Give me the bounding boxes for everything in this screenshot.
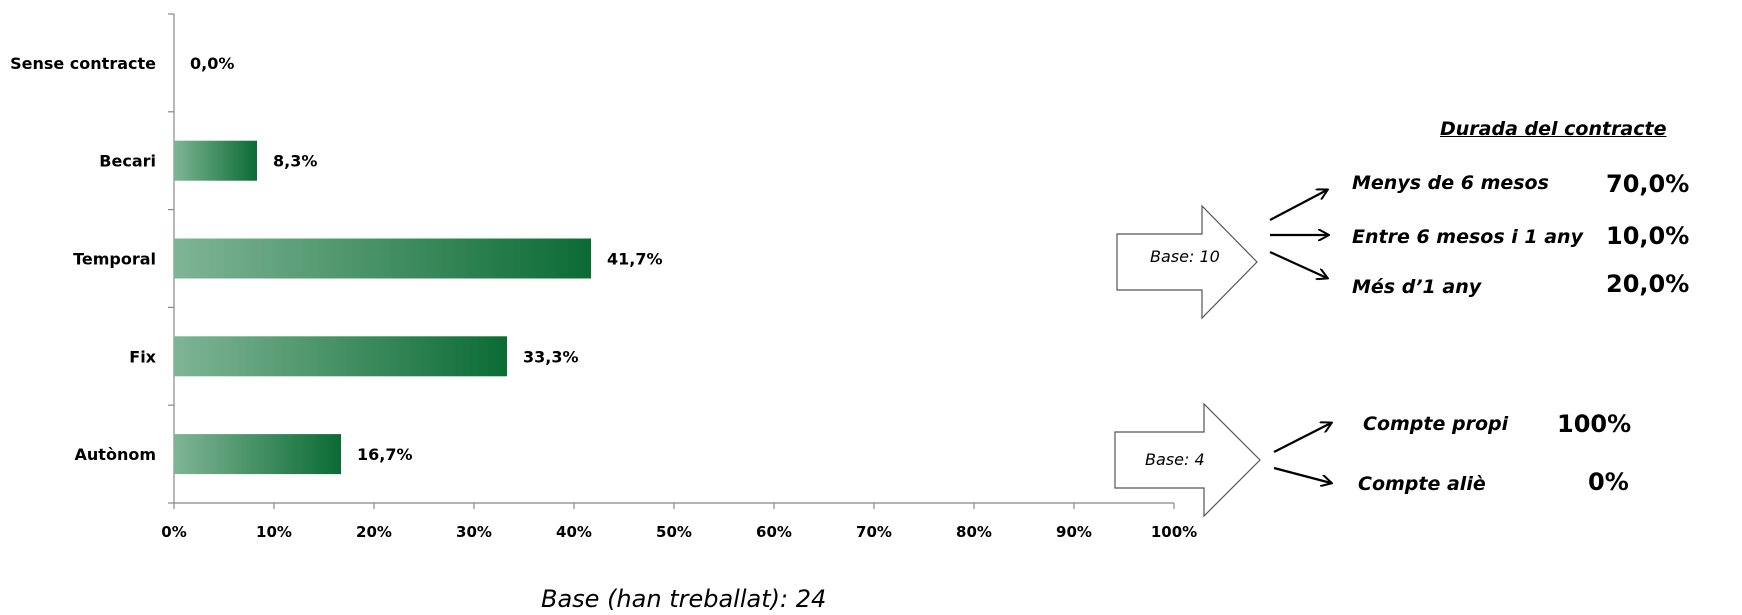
bar xyxy=(174,336,507,377)
category-label: Becari xyxy=(99,152,156,171)
x-tick-label: 60% xyxy=(756,523,792,541)
duration-base-label: Base: 10 xyxy=(1150,247,1220,266)
x-tick-label: 0% xyxy=(161,523,186,541)
self-employed-row-label: Compte aliè xyxy=(1358,473,1486,495)
x-tick-label: 100% xyxy=(1151,523,1197,541)
bar xyxy=(174,434,341,475)
x-tick-label: 70% xyxy=(856,523,892,541)
x-tick-label: 50% xyxy=(656,523,692,541)
category-label: Sense contracte xyxy=(10,54,156,73)
duration-row-value: 10,0% xyxy=(1606,222,1690,250)
category-label: Autònom xyxy=(75,445,156,464)
self-employed-base-label: Base: 4 xyxy=(1145,450,1205,469)
data-label: 41,7% xyxy=(607,250,663,269)
arrow-icon xyxy=(1273,423,1331,453)
base-box-arrow-self-employed xyxy=(1114,402,1261,518)
self-employed-row-value: 100% xyxy=(1557,410,1632,438)
arrow-icon xyxy=(1269,250,1327,278)
duration-row-label: Menys de 6 mesos xyxy=(1352,172,1549,194)
base-box-arrow-duration xyxy=(1116,204,1258,320)
x-tick-label: 20% xyxy=(356,523,392,541)
x-tick-label: 40% xyxy=(556,523,592,541)
category-label: Temporal xyxy=(73,250,156,269)
data-label: 16,7% xyxy=(357,445,413,464)
self-employed-row-label: Compte propi xyxy=(1363,413,1509,435)
data-label: 0,0% xyxy=(190,54,234,73)
duration-panel-title: Durada del contracte xyxy=(1440,118,1667,140)
arrow-icon xyxy=(1273,466,1331,483)
category-label: Fix xyxy=(129,347,156,366)
data-label: 33,3% xyxy=(523,347,579,366)
self-employed-row-value: 0% xyxy=(1588,468,1629,496)
x-tick-label: 80% xyxy=(956,523,992,541)
x-tick-label: 30% xyxy=(456,523,492,541)
duration-row-label: Més d’1 any xyxy=(1352,276,1482,298)
bar xyxy=(174,140,257,181)
duration-row-value: 70,0% xyxy=(1606,170,1690,198)
data-label: 8,3% xyxy=(273,152,317,171)
arrow-icon xyxy=(1269,190,1327,221)
duration-row-label: Entre 6 mesos i 1 any xyxy=(1352,226,1583,248)
duration-row-value: 20,0% xyxy=(1606,270,1690,298)
x-tick-label: 10% xyxy=(256,523,292,541)
bar xyxy=(174,238,591,279)
x-tick-label: 90% xyxy=(1056,523,1092,541)
base-note: Base (han treballat): 24 xyxy=(541,585,827,613)
